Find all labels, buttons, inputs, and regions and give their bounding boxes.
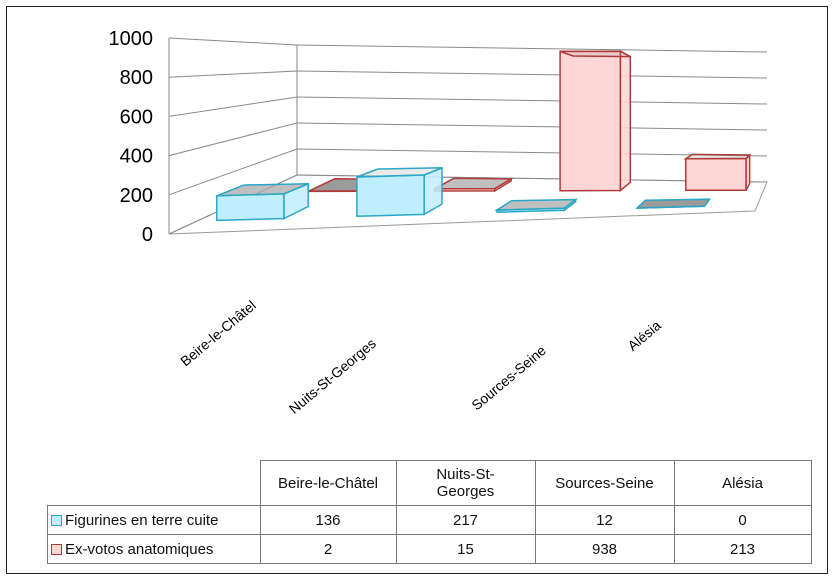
- x-category-label: Beire-le-Châtel: [177, 297, 259, 369]
- table-cell: 217: [395, 505, 536, 535]
- x-category-label: Sources-Seine: [468, 342, 549, 413]
- table-row: Ex-votos anatomiques 2 15 938 213: [47, 534, 812, 564]
- bar-ex-votos-3-top: [683, 153, 752, 160]
- bar-figurines-1-front: [356, 174, 425, 218]
- chart-plot: 0 200 400 600 800 1000 Beire-le-Châtel Nuits-St…: [109, 28, 768, 417]
- gridline-back: [296, 70, 768, 79]
- bar-figurines-0-front: [216, 193, 285, 222]
- y-tick-label: 800: [120, 67, 153, 89]
- bar-figurines-3-top: [635, 198, 711, 209]
- gridline-side: [168, 122, 298, 157]
- table-header-cell: Alésia: [673, 460, 812, 506]
- gridline-side: [168, 148, 298, 196]
- table-row: Figurines en terre cuite 136 217 12 0: [47, 505, 812, 535]
- series-label-cell: Ex-votos anatomiques: [47, 534, 261, 564]
- bar-figurines-1-top: [356, 167, 443, 178]
- x-category-label: Alésia: [624, 317, 664, 354]
- header-label: Sources-Seine: [555, 474, 654, 492]
- table-cell: 15: [395, 534, 536, 564]
- header-label: Nuits-St- Georges: [436, 466, 495, 500]
- y-tick-label: 200: [120, 185, 153, 207]
- table-cell: 12: [534, 505, 675, 535]
- legend-swatch-ex-votos: [51, 543, 62, 555]
- gridline-side: [168, 70, 298, 78]
- table-header-row: Beire-le-Châtel Nuits-St- Georges Source…: [47, 460, 812, 506]
- series-name: Figurines en terre cuite: [65, 511, 219, 529]
- bar-figurines-0-top: [216, 183, 309, 197]
- gridline-side: [168, 96, 298, 117]
- gridline-back: [296, 122, 768, 131]
- table-corner-cell: [47, 460, 261, 506]
- y-tick-label: 400: [120, 146, 153, 168]
- table-header-cell: Beire-le-Châtel: [259, 460, 397, 506]
- y-tick-label: 0: [142, 224, 153, 246]
- bar-ex-votos-2-top: [559, 50, 631, 58]
- legend-swatch-figurines: [51, 514, 62, 526]
- table-cell: 938: [534, 534, 675, 564]
- header-label: Beire-le-Châtel: [277, 474, 379, 492]
- gridline-back: [296, 96, 768, 105]
- table-header-cell: Nuits-St- Georges: [395, 460, 536, 506]
- data-table: Beire-le-Châtel Nuits-St- Georges Source…: [47, 460, 812, 564]
- table-header-cell: Sources-Seine: [534, 460, 675, 506]
- gridline-back: [296, 148, 768, 157]
- bar-ex-votos-2-front: [559, 50, 622, 192]
- y-tick-label: 1000: [109, 28, 154, 50]
- table-cell: 2: [259, 534, 397, 564]
- gridline-side: [168, 37, 298, 46]
- table-cell: 213: [673, 534, 812, 564]
- chart-frame: 0 200 400 600 800 1000 Beire-le-Châtel Nuits-St…: [6, 6, 828, 574]
- x-category-label: Nuits-St-Georges: [286, 335, 379, 417]
- gridline-back: [296, 44, 768, 53]
- bar-figurines-2-top: [494, 198, 579, 211]
- table-cell: 136: [259, 505, 397, 535]
- bar-ex-votos-1-top: [434, 177, 514, 190]
- table-cell: 0: [673, 505, 812, 535]
- series-label-cell: Figurines en terre cuite: [47, 505, 261, 535]
- header-label: Alésia: [722, 474, 763, 492]
- y-tick-label: 600: [120, 106, 153, 128]
- bar-ex-votos-3-side: [745, 153, 751, 191]
- series-name: Ex-votos anatomiques: [65, 540, 214, 558]
- bar-ex-votos-2-side: [619, 49, 632, 193]
- bar-ex-votos-3-front: [685, 157, 747, 192]
